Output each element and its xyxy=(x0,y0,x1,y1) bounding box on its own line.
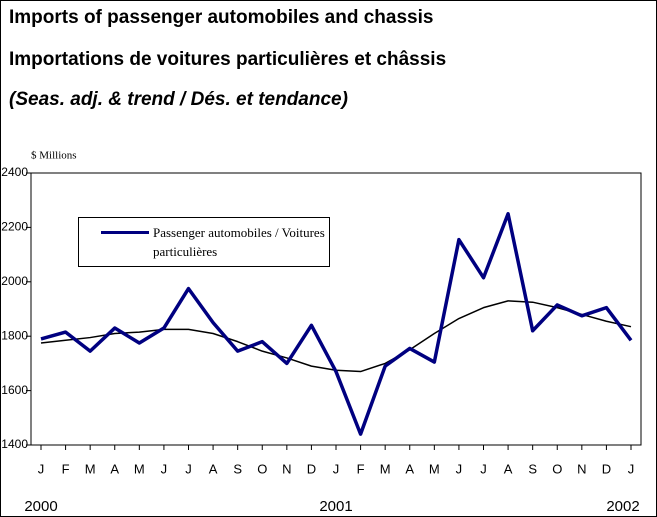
x-tick-label: A xyxy=(405,461,414,476)
x-tick-label: O xyxy=(257,461,267,476)
x-tick-label: J xyxy=(333,461,340,476)
legend-swatch xyxy=(101,231,149,234)
x-tick-label: O xyxy=(552,461,562,476)
y-tick-label: 2000 xyxy=(1,274,28,288)
x-tick-label: D xyxy=(602,461,611,476)
y-tick-label: 2200 xyxy=(1,220,28,234)
x-tick-label: J xyxy=(161,461,168,476)
x-tick-label: J xyxy=(456,461,463,476)
y-tick-label: 1800 xyxy=(1,328,28,342)
y-axis-label: $ Millions xyxy=(31,150,77,162)
chart-note: (Seas. adj. & trend / Dés. et tendance) xyxy=(9,89,348,110)
year-label: 2002 xyxy=(606,498,639,515)
x-tick-label: S xyxy=(233,461,242,476)
year-label: 2001 xyxy=(319,498,352,515)
x-tick-label: D xyxy=(307,461,316,476)
x-tick-label: J xyxy=(480,461,487,476)
x-tick-label: A xyxy=(504,461,513,476)
x-tick-label: N xyxy=(282,461,291,476)
legend-label: Passenger automobiles / Voitures particu… xyxy=(153,225,325,259)
chart-subtitle: Importations de voitures particulières e… xyxy=(9,49,447,70)
y-tick-label: 1600 xyxy=(1,383,28,397)
x-tick-label: A xyxy=(110,461,119,476)
x-tick-label: J xyxy=(185,461,192,476)
series-line xyxy=(40,212,633,436)
x-tick-label: N xyxy=(577,461,586,476)
chart-title: Imports of passenger automobiles and cha… xyxy=(9,7,434,28)
x-tick-label: M xyxy=(380,461,391,476)
x-tick-label: S xyxy=(528,461,537,476)
x-tick-label: J xyxy=(628,461,635,476)
x-tick-label: M xyxy=(85,461,96,476)
x-tick-label: M xyxy=(429,461,440,476)
x-tick-label: F xyxy=(62,461,70,476)
y-tick-label: 1400 xyxy=(1,437,28,451)
year-label: 2000 xyxy=(24,498,57,515)
x-tick-label: F xyxy=(357,461,365,476)
x-tick-label: M xyxy=(134,461,145,476)
x-tick-label: A xyxy=(209,461,218,476)
plot-frame xyxy=(30,172,642,446)
legend: Passenger automobiles / Voitures particu… xyxy=(78,217,330,267)
x-tick-label: J xyxy=(38,461,45,476)
y-tick-label: 2400 xyxy=(1,165,28,179)
